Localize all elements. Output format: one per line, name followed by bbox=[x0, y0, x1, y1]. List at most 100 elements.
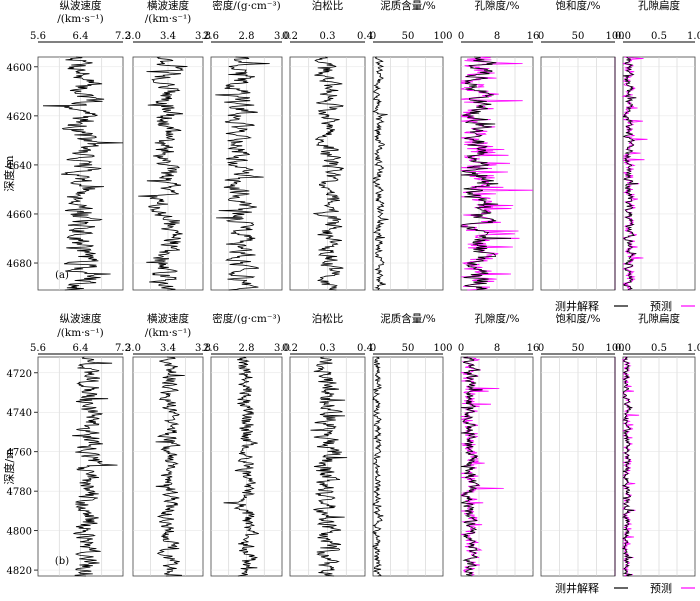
depth-tick-label: 4640 bbox=[7, 161, 32, 172]
track-unit: /(km·s⁻¹) bbox=[57, 327, 104, 339]
depth-tick-label: 4820 bbox=[7, 566, 32, 577]
track-unit: /(km·s⁻¹) bbox=[145, 13, 192, 25]
track-title: 孔隙度/% bbox=[474, 0, 519, 12]
track-tick-label: 16 bbox=[527, 343, 540, 354]
track-1: 横波速度/(km·s⁻¹)3.0 3.4 3.8 bbox=[125, 312, 211, 577]
track-title: 孔隙扁度 bbox=[638, 312, 680, 325]
track-tick-label: 3.0 bbox=[125, 31, 141, 42]
measured-curve bbox=[460, 356, 483, 577]
legend: 测井解释 预测 bbox=[555, 581, 695, 595]
track-6: 饱和度/% 0 50 100 bbox=[538, 312, 625, 577]
track-tick-label: 0 bbox=[458, 31, 464, 42]
measured-curve bbox=[621, 356, 635, 577]
track-tick-label: 0.5 bbox=[651, 343, 667, 354]
track-title: 横波速度 bbox=[147, 312, 189, 325]
track-tick-label: 1.0 bbox=[687, 343, 700, 354]
track-tick-label: 0 bbox=[370, 343, 376, 354]
track-title: 泊松比 bbox=[312, 312, 344, 325]
legend-label-predicted: 预测 bbox=[650, 582, 672, 595]
track-tick-label: 6.4 bbox=[73, 343, 89, 354]
track-tick-label: 8 bbox=[494, 31, 500, 42]
track-tick-label: 100 bbox=[433, 343, 452, 354]
track-tick-label: 2.8 bbox=[239, 31, 255, 42]
panel-label: (a) bbox=[55, 270, 69, 281]
panel-label: (b) bbox=[55, 556, 69, 567]
track-tick-label: 0.0 bbox=[615, 31, 631, 42]
depth-tick-label: 4660 bbox=[7, 210, 32, 221]
measured-curve bbox=[622, 56, 639, 291]
legend-label-measured: 测井解释 bbox=[555, 299, 599, 313]
track-tick-label: 1.0 bbox=[687, 31, 700, 42]
track-title: 密度/(g·cm⁻³) bbox=[212, 0, 280, 12]
track-title: 泥质含量/% bbox=[380, 312, 436, 325]
measured-curve bbox=[155, 356, 185, 577]
track-tick-label: 3.4 bbox=[160, 343, 176, 354]
depth-tick-label: 4600 bbox=[7, 63, 32, 74]
measured-curve bbox=[460, 56, 512, 291]
measured-curve bbox=[138, 56, 188, 291]
track-tick-label: 16 bbox=[527, 31, 540, 42]
measured-curve bbox=[313, 56, 344, 291]
track-3: 泊松比 0.2 0.3 0.4 bbox=[282, 312, 373, 577]
measured-curve bbox=[310, 356, 348, 577]
track-tick-label: 0 bbox=[370, 31, 376, 42]
track-tick-label: 0.4 bbox=[357, 343, 373, 354]
track-0: 纵波速度/(km·s⁻¹)5.6 6.4 7.2 bbox=[30, 0, 131, 291]
track-6: 饱和度/% 0 50 100 bbox=[538, 0, 625, 291]
depth-tick-label: 4760 bbox=[7, 448, 32, 459]
track-tick-label: 0 bbox=[538, 31, 544, 42]
legend-label-predicted: 预测 bbox=[650, 300, 672, 313]
track-title: 孔隙度/% bbox=[474, 312, 519, 325]
track-tick-label: 5.6 bbox=[30, 31, 46, 42]
track-5: 孔隙度/% 0 8 16 bbox=[458, 0, 540, 291]
track-tick-label: 50 bbox=[402, 343, 415, 354]
track-7: 孔隙扁度 0.0 0.5 1.0 bbox=[615, 312, 700, 577]
measured-curve bbox=[372, 56, 389, 291]
track-1: 横波速度/(km·s⁻¹)3.0 3.4 3.8 bbox=[125, 0, 211, 291]
track-tick-label: 3.8 bbox=[195, 31, 211, 42]
depth-axis-label: 深度/m bbox=[2, 448, 16, 485]
depth-tick-label: 4720 bbox=[7, 369, 32, 380]
track-tick-label: 3.8 bbox=[195, 343, 211, 354]
track-tick-label: 0.3 bbox=[320, 31, 336, 42]
track-tick-label: 2.6 bbox=[203, 343, 219, 354]
measured-curve bbox=[72, 356, 118, 577]
track-tick-label: 6.4 bbox=[73, 31, 89, 42]
track-2: 密度/(g·cm⁻³) 2.6 2.8 3.0 bbox=[203, 312, 290, 577]
track-tick-label: 8 bbox=[494, 343, 500, 354]
track-0: 纵波速度/(km·s⁻¹)5.6 6.4 7.2 bbox=[30, 312, 131, 577]
depth-tick-label: 4620 bbox=[7, 112, 32, 123]
track-tick-label: 0.0 bbox=[615, 343, 631, 354]
predicted-curve bbox=[621, 56, 648, 291]
depth-axis-label: 深度/m bbox=[2, 155, 16, 192]
measured-curve bbox=[223, 356, 259, 577]
track-tick-label: 100 bbox=[605, 343, 624, 354]
track-5: 孔隙度/% 0 8 16 bbox=[458, 312, 540, 577]
track-tick-label: 3.0 bbox=[125, 343, 141, 354]
track-tick-label: 3.4 bbox=[160, 31, 176, 42]
track-tick-label: 0.2 bbox=[282, 343, 298, 354]
track-tick-label: 0.2 bbox=[282, 31, 298, 42]
track-tick-label: 50 bbox=[572, 31, 585, 42]
track-title: 孔隙扁度 bbox=[638, 0, 680, 12]
track-title: 泊松比 bbox=[312, 0, 344, 12]
measured-curve bbox=[372, 356, 384, 577]
track-7: 孔隙扁度 0.0 0.5 1.0 bbox=[615, 0, 700, 291]
depth-tick-label: 4800 bbox=[7, 527, 32, 538]
panel-b: 深度/m 4720 4740 4760 4780 4800 4820 (b) 纵波速度 /(km·… bbox=[2, 312, 700, 595]
track-title: 饱和度/% bbox=[555, 312, 600, 325]
track-title: 饱和度/% bbox=[555, 0, 600, 12]
track-tick-label: 50 bbox=[402, 31, 415, 42]
measured-curve bbox=[215, 56, 270, 291]
track-tick-label: 0.4 bbox=[357, 31, 373, 42]
track-unit: /(km·s⁻¹) bbox=[57, 13, 104, 25]
track-tick-label: 3.0 bbox=[274, 343, 290, 354]
panel-a: 深度/m46004620464046604680(a)纵波速度/(km·s⁻¹)… bbox=[2, 0, 700, 313]
track-tick-label: 100 bbox=[433, 31, 452, 42]
predicted-curve bbox=[460, 356, 504, 577]
depth-tick-label: 4740 bbox=[7, 408, 32, 419]
track-4: 泥质含量/% 0 50 100 bbox=[370, 312, 453, 577]
track-title: 密度/(g·cm⁻³) bbox=[212, 312, 280, 325]
legend: 测井解释 预测 bbox=[555, 299, 695, 313]
depth-tick-label: 4780 bbox=[7, 487, 32, 498]
